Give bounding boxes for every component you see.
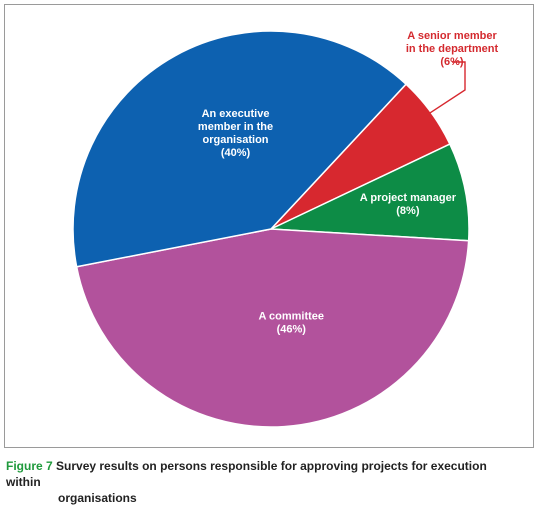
slice-label-line: (6%) — [440, 56, 464, 68]
pie-chart: A senior member in the department (6%) A pr… — [72, 30, 499, 428]
slice-label-line: member in the — [198, 121, 273, 133]
slice-label-line: A committee — [258, 310, 324, 322]
slice-label-pm: A project manager (8%) — [360, 192, 457, 217]
slice-label-committee: A committee (46%) — [258, 310, 324, 335]
figure-label: Figure 7 — [6, 459, 53, 473]
slice-label-line: (40%) — [221, 147, 251, 159]
caption-text-line1: Survey results on persons responsible fo… — [6, 459, 487, 489]
slice-label-line: (8%) — [396, 205, 420, 217]
slice-label-line: A project manager — [360, 192, 457, 204]
pie-labels: A senior member in the department (6%) A pr… — [198, 30, 499, 335]
figure-caption: Figure 7 Survey results on persons respo… — [6, 458, 506, 506]
pie-slice-exec — [72, 30, 408, 268]
slice-label-exec: An executive member in the organisation (40… — [198, 108, 273, 159]
pie-slice-committee — [75, 228, 470, 428]
pie-slice-pm — [270, 143, 470, 242]
slice-label-line: A senior member — [407, 30, 497, 42]
slice-label-line: organisation — [203, 134, 269, 146]
callout-line-senior — [425, 61, 466, 117]
slice-label-line: An executive — [202, 108, 270, 120]
pie-slices — [72, 30, 470, 428]
caption-text-line2: organisations — [58, 491, 137, 505]
slice-label-line: in the department — [406, 43, 499, 55]
slice-label-line: (46%) — [277, 323, 307, 335]
slice-label-senior: A senior member in the department (6%) — [406, 30, 499, 68]
